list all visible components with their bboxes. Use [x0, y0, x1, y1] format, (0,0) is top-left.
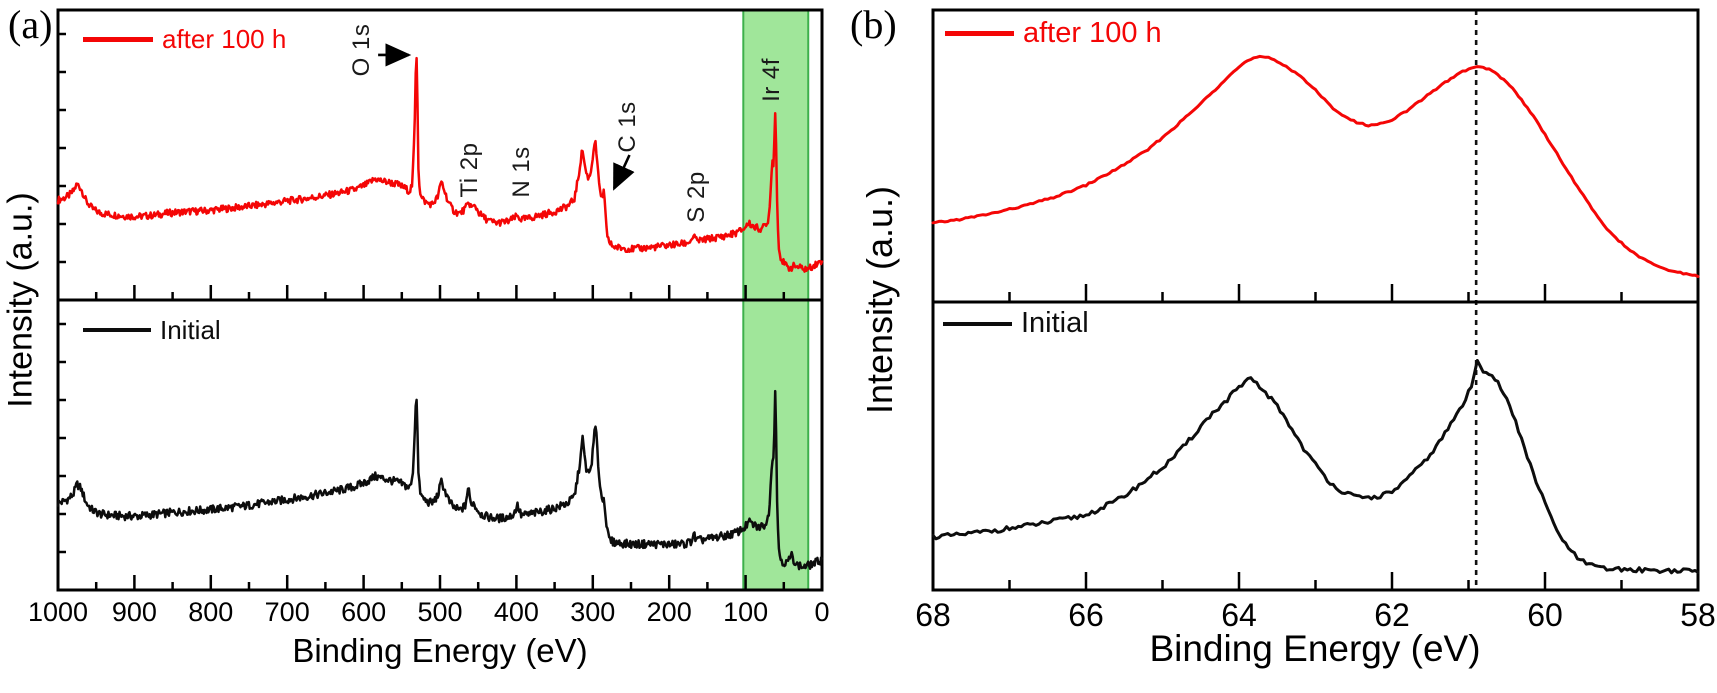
panel-b-letter: (b): [850, 2, 897, 47]
panel-b-bottom-legend: Initial: [943, 309, 1089, 338]
panel_a-curve-initial: [56, 389, 824, 571]
panel_b-curve-after-100-h: [931, 54, 1700, 278]
panel-a-letter: (a): [8, 2, 53, 47]
legend-label-after-100h: after 100 h: [1023, 17, 1162, 49]
legend-line-black: [943, 321, 1012, 326]
legend-label-initial: Initial: [1021, 307, 1089, 339]
x-tick-label-68: 68: [915, 597, 951, 633]
panel-a-top-legend: after 100 h: [83, 26, 286, 52]
panel_b-curve-initial: [931, 359, 1700, 575]
x-tick-label-300: 300: [570, 597, 616, 627]
x-tick-label-800: 800: [188, 597, 234, 627]
panel-b-x-axis-title: Binding Energy (eV): [1149, 628, 1481, 669]
peak-label-ir-4f: Ir 4f: [758, 57, 786, 102]
legend-line-red: [83, 36, 153, 42]
peak-label-n-1s: N 1s: [507, 146, 535, 199]
panel-a-y-axis-label: Intensity (a.u.): [1, 192, 40, 408]
annotation-arrow-c-1s: [613, 154, 635, 191]
x-tick-label-66: 66: [1068, 597, 1104, 633]
peak-label-ti-2p: Ti 2p: [455, 142, 483, 198]
x-tick-label-400: 400: [493, 597, 539, 627]
x-tick-label-1000: 1000: [27, 597, 89, 627]
peak-label-o-1s: O 1s: [348, 23, 376, 77]
x-tick-label-64: 64: [1221, 597, 1257, 633]
x-tick-label-900: 900: [111, 597, 157, 627]
x-tick-label-58: 58: [1680, 597, 1716, 633]
panel-a-bottom-legend: Initial: [83, 317, 221, 343]
panel-a-x-axis-title: Binding Energy (eV): [292, 632, 588, 669]
x-tick-label-0: 0: [814, 597, 830, 627]
x-tick-label-100: 100: [723, 597, 769, 627]
legend-label-initial: Initial: [160, 315, 221, 345]
x-tick-label-60: 60: [1527, 597, 1563, 633]
peak-label-c-1s: C 1s: [613, 101, 641, 153]
x-tick-label-200: 200: [646, 597, 692, 627]
legend-line-red: [945, 31, 1014, 36]
peak-label-s-2p: S 2p: [682, 171, 710, 223]
x-tick-label-500: 500: [417, 597, 463, 627]
panel-b-top-legend: after 100 h: [945, 19, 1162, 48]
panel-b-y-axis-label: Intensity (a.u.): [859, 185, 900, 415]
panel_a-curve-after-100-h: [56, 56, 824, 273]
x-tick-label-62: 62: [1374, 597, 1410, 633]
legend-label-after-100h: after 100 h: [162, 24, 287, 54]
legend-line-black: [83, 328, 151, 332]
x-tick-label-600: 600: [341, 597, 387, 627]
x-tick-label-700: 700: [264, 597, 310, 627]
